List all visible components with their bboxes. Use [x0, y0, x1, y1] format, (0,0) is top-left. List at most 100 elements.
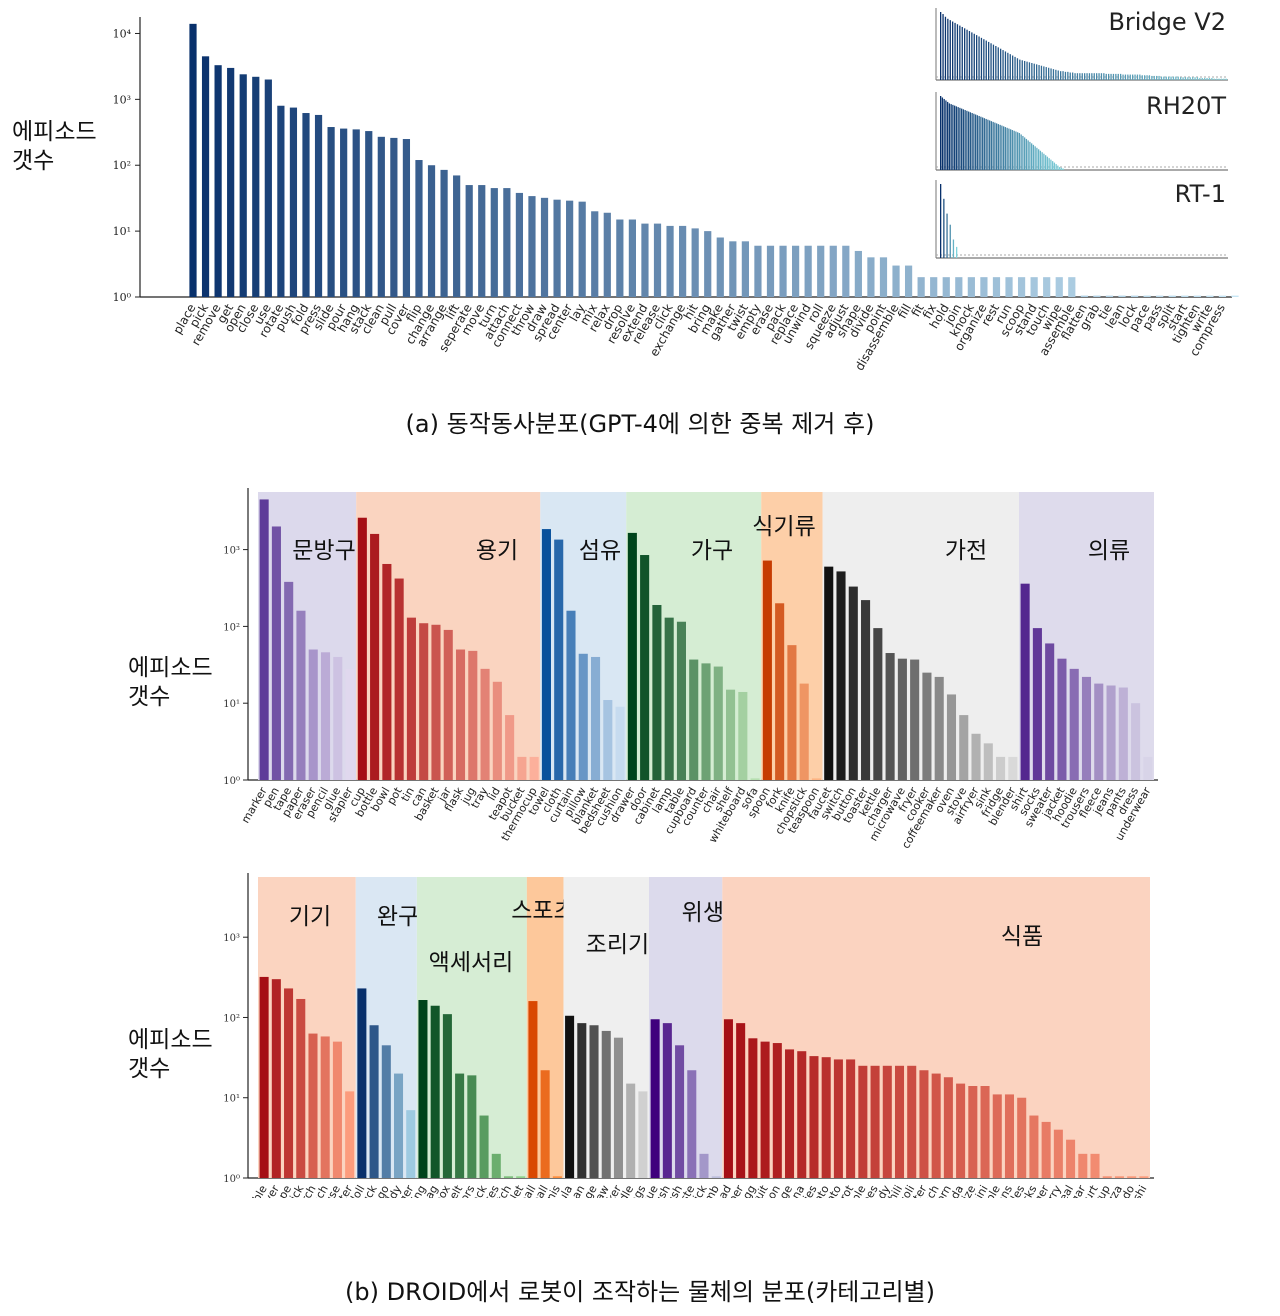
- bar-tray: [480, 668, 490, 780]
- inset-bar: [1112, 73, 1115, 80]
- inset-bar: [1216, 78, 1218, 80]
- bar-tin: [406, 617, 416, 780]
- bar-tighten: [1193, 295, 1201, 297]
- bar-pace: [1143, 295, 1151, 297]
- bar-run: [1005, 277, 1013, 297]
- inset-bar: [952, 239, 955, 258]
- bar-screwdriver: [271, 979, 281, 1178]
- bar-flatten: [1080, 295, 1088, 297]
- inset-bar: [1168, 76, 1170, 80]
- bar-lay: [578, 201, 586, 297]
- bar-towel: [541, 529, 551, 780]
- bar-hold: [942, 277, 950, 297]
- inset-bar: [1088, 73, 1091, 80]
- bar-fork: [775, 603, 785, 780]
- bar-click: [666, 225, 674, 297]
- inset-bar: [1165, 76, 1167, 80]
- bar-exchange: [679, 225, 687, 297]
- bar-cup: [357, 517, 367, 780]
- bar-push: [289, 107, 298, 297]
- inset-bar: [1103, 73, 1105, 80]
- inset-bar: [946, 213, 948, 258]
- inset-bar: [1064, 71, 1067, 80]
- bar-jack: [479, 1115, 489, 1178]
- inset-bar: [947, 101, 949, 170]
- inset-bar: [1148, 75, 1151, 80]
- bar-pepper: [736, 1023, 746, 1178]
- inset-bar: [1029, 141, 1031, 170]
- inset-bar: [1091, 73, 1093, 80]
- bar-banana: [797, 1051, 807, 1178]
- bar-adjust: [842, 245, 850, 297]
- inset-bar: [1027, 140, 1029, 170]
- inset-bar: [1032, 144, 1035, 170]
- y-tick-label: 10³: [113, 93, 131, 106]
- bar-point: [879, 257, 888, 297]
- bar-basket: [431, 624, 441, 780]
- inset-bar: [1079, 73, 1081, 80]
- bar-touch: [1043, 277, 1051, 297]
- inset-bar: [996, 123, 998, 170]
- inset-bar: [945, 100, 947, 170]
- x-tick-label: tie: [1095, 302, 1115, 322]
- inset-bar: [1182, 77, 1184, 80]
- inset-background: [914, 174, 1232, 264]
- bar-use: [264, 79, 272, 297]
- bar-flip: [415, 160, 423, 297]
- y-tick-label: 10⁰: [223, 776, 240, 787]
- bar-wrench: [320, 1036, 330, 1178]
- inset-bar: [1211, 77, 1213, 80]
- bar-syrup: [1102, 1176, 1112, 1178]
- inset-bar: [1151, 75, 1153, 80]
- bar-tomato: [821, 1057, 831, 1178]
- bar-roll: [817, 245, 825, 297]
- inset-bar: [1206, 77, 1208, 80]
- inset-bar: [952, 104, 954, 170]
- bar-rotate: [277, 105, 285, 297]
- inset-bar: [1053, 162, 1056, 170]
- inset-bar: [1127, 74, 1129, 80]
- y-tick-label: 10³: [223, 546, 240, 557]
- bar-beans: [1004, 1094, 1015, 1178]
- bar-teaspoon: [811, 778, 822, 780]
- bar-cover: [402, 139, 411, 297]
- inset-bar: [1016, 58, 1019, 80]
- inset-bar: [1136, 74, 1139, 80]
- inset-bar: [1160, 76, 1163, 80]
- inset-bar: [1108, 73, 1110, 80]
- bar-arrange: [440, 169, 448, 297]
- bar-jacket: [1057, 658, 1067, 780]
- bar-brush: [662, 1023, 672, 1178]
- inset-bar: [997, 47, 999, 80]
- bar-egg: [748, 1038, 758, 1178]
- bar-bag: [430, 1005, 440, 1178]
- inset-bar: [1033, 63, 1035, 80]
- bar-rest: [992, 277, 1001, 297]
- bar-oven: [946, 694, 957, 780]
- inset-bar: [980, 116, 982, 170]
- bar-broccoli: [907, 1065, 917, 1178]
- inset-bar: [1163, 76, 1165, 80]
- bar-empty: [754, 245, 762, 297]
- bar-bread: [723, 1019, 733, 1178]
- bar-resolve: [628, 219, 636, 297]
- bar-scissors: [467, 1075, 477, 1178]
- bar-pencil: [320, 652, 331, 780]
- inset-bar: [962, 109, 965, 170]
- bar-flask: [455, 649, 466, 780]
- bar-drawer: [627, 532, 637, 780]
- inset-bar: [956, 246, 958, 258]
- inset-bar: [1096, 73, 1098, 80]
- bar-shelf: [726, 689, 736, 780]
- bar-disassemble: [892, 265, 900, 297]
- inset-bar: [1134, 74, 1136, 80]
- inset-title: Bridge V2: [1108, 8, 1226, 36]
- inset-bar: [1015, 131, 1017, 170]
- inset-bar: [1025, 138, 1028, 170]
- inset-bar: [1022, 135, 1024, 170]
- inset-bar: [1057, 165, 1059, 170]
- bar-sponge: [589, 1025, 599, 1178]
- y-axis-label-line1: 에피소드: [128, 655, 213, 681]
- inset-bar: [1013, 130, 1015, 170]
- inset-bar: [1192, 77, 1194, 80]
